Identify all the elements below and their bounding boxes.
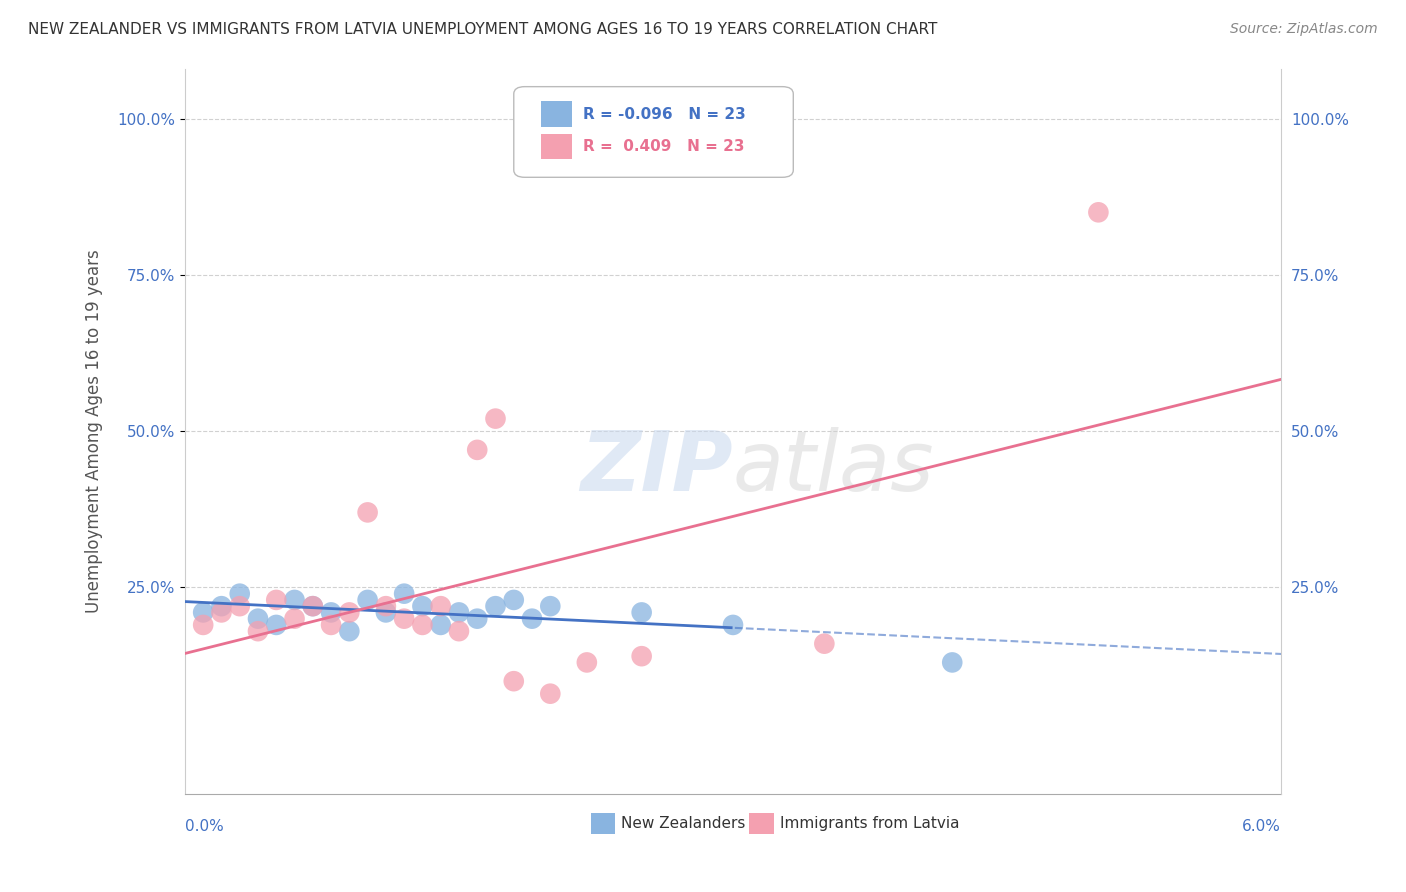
Point xyxy=(283,612,305,626)
Text: Immigrants from Latvia: Immigrants from Latvia xyxy=(780,816,960,831)
Point xyxy=(630,606,652,620)
Text: New Zealanders: New Zealanders xyxy=(621,816,745,831)
Point xyxy=(374,606,396,620)
Point xyxy=(337,606,360,620)
Point xyxy=(264,593,287,607)
Point xyxy=(228,599,250,614)
Point xyxy=(211,606,233,620)
Point xyxy=(447,606,470,620)
FancyBboxPatch shape xyxy=(513,87,793,178)
Point xyxy=(1087,205,1109,219)
Point xyxy=(193,618,215,632)
Text: Source: ZipAtlas.com: Source: ZipAtlas.com xyxy=(1230,22,1378,37)
Point xyxy=(721,618,744,632)
FancyBboxPatch shape xyxy=(749,814,773,834)
Point xyxy=(246,612,269,626)
Point xyxy=(319,618,342,632)
FancyBboxPatch shape xyxy=(591,814,614,834)
Point xyxy=(630,649,652,664)
Point xyxy=(941,656,963,670)
Point xyxy=(374,599,396,614)
Point xyxy=(392,612,415,626)
Point xyxy=(484,599,506,614)
Point xyxy=(538,599,561,614)
Point xyxy=(193,606,215,620)
Text: atlas: atlas xyxy=(733,427,935,508)
Y-axis label: Unemployment Among Ages 16 to 19 years: Unemployment Among Ages 16 to 19 years xyxy=(86,249,103,613)
Point xyxy=(319,606,342,620)
Point xyxy=(411,618,433,632)
Point xyxy=(246,624,269,639)
Text: R =  0.409   N = 23: R = 0.409 N = 23 xyxy=(583,139,744,154)
Point xyxy=(538,687,561,701)
Point xyxy=(337,624,360,639)
Point xyxy=(502,674,524,689)
Point xyxy=(447,624,470,639)
Point xyxy=(301,599,323,614)
Point xyxy=(575,656,598,670)
Point xyxy=(411,599,433,614)
Point xyxy=(813,637,835,651)
Point xyxy=(465,612,488,626)
Point xyxy=(356,505,378,519)
Text: 0.0%: 0.0% xyxy=(186,819,224,834)
Point xyxy=(465,442,488,457)
Point xyxy=(211,599,233,614)
Point xyxy=(429,618,451,632)
Point xyxy=(283,593,305,607)
Text: 6.0%: 6.0% xyxy=(1243,819,1281,834)
FancyBboxPatch shape xyxy=(541,134,572,159)
Point xyxy=(484,411,506,425)
Point xyxy=(502,593,524,607)
Point xyxy=(520,612,543,626)
Point xyxy=(228,587,250,601)
Point xyxy=(264,618,287,632)
Point xyxy=(429,599,451,614)
Point xyxy=(356,593,378,607)
Point xyxy=(392,587,415,601)
FancyBboxPatch shape xyxy=(541,101,572,127)
Text: NEW ZEALANDER VS IMMIGRANTS FROM LATVIA UNEMPLOYMENT AMONG AGES 16 TO 19 YEARS C: NEW ZEALANDER VS IMMIGRANTS FROM LATVIA … xyxy=(28,22,938,37)
Point xyxy=(301,599,323,614)
Text: ZIP: ZIP xyxy=(581,427,733,508)
Text: R = -0.096   N = 23: R = -0.096 N = 23 xyxy=(583,107,745,121)
